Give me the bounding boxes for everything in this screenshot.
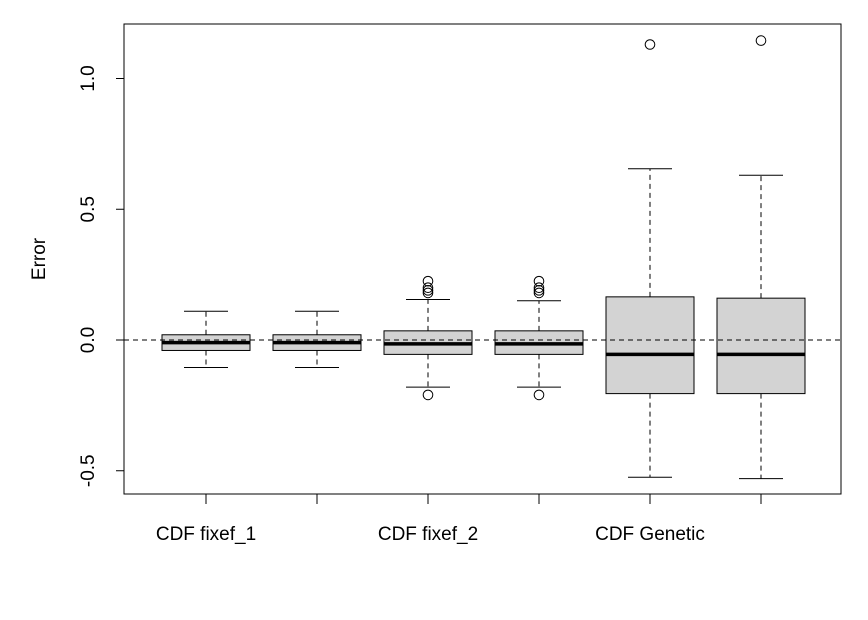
x-axis: CDF fixef_1 CDF fixef_2 CDF Genetic	[156, 494, 762, 545]
y-tick-label: 1.0	[78, 65, 99, 91]
y-tick-label: -0.5	[78, 454, 99, 487]
outlier-point	[422, 275, 434, 287]
x-tick-label: CDF Genetic	[595, 524, 705, 545]
outlier-point	[644, 39, 656, 50]
outlier-point	[533, 389, 545, 401]
outlier-point	[755, 35, 767, 46]
box-4	[494, 275, 584, 401]
x-tick-label: CDF fixef_1	[156, 524, 256, 545]
outlier-point	[533, 287, 545, 299]
outlier-point	[533, 275, 545, 287]
iqr-box	[716, 297, 806, 395]
y-tick-label: 0.5	[78, 196, 99, 222]
outlier-point	[422, 389, 434, 401]
outlier-point	[422, 285, 434, 296]
outlier-point	[533, 282, 545, 294]
plot-frame	[123, 23, 842, 495]
x-tick-label: CDF fixef_2	[378, 524, 478, 545]
outlier-point	[422, 282, 434, 294]
box-5	[605, 39, 695, 478]
outlier-point	[422, 287, 434, 299]
box-1	[161, 310, 251, 368]
box-3	[383, 275, 473, 401]
y-axis-title: Error	[29, 237, 50, 280]
plot-marks	[124, 35, 841, 480]
outlier-point	[533, 285, 545, 296]
y-tick-label: 0.0	[78, 327, 99, 353]
y-axis: -0.5 0.0 0.5 1.0	[78, 65, 125, 487]
box-2	[272, 310, 362, 368]
iqr-box	[605, 296, 695, 395]
box-6	[716, 35, 806, 480]
